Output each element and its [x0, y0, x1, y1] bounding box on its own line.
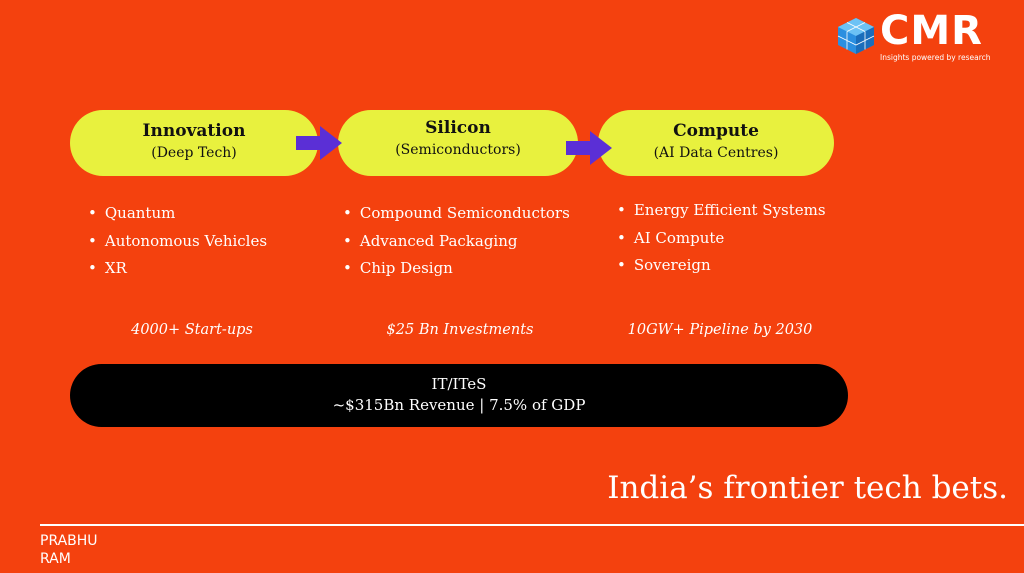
foundation-title: IT/ITeS	[431, 375, 487, 393]
author-line: RAM	[40, 551, 71, 567]
pillar-items: Quantum Autonomous Vehicles XR	[88, 200, 267, 283]
item: Quantum	[88, 200, 267, 228]
logo-icon	[837, 18, 875, 54]
item: Energy Efficient Systems	[617, 197, 826, 225]
pillar: Silicon (Semiconductors)	[338, 110, 578, 176]
item: Sovereign	[617, 252, 826, 280]
item: AI Compute	[617, 225, 826, 253]
pillar-subtitle: (AI Data Centres)	[653, 145, 779, 161]
pillar-items: Compound Semiconductors Advanced Packagi…	[343, 200, 570, 283]
item: Compound Semiconductors	[343, 200, 570, 228]
author: PRABHU RAM	[40, 532, 98, 568]
pillar-subtitle: (Deep Tech)	[151, 145, 237, 161]
arrow	[296, 126, 342, 160]
headline: India’s frontier tech bets.	[607, 470, 1008, 506]
logo-tagline: Insights powered by research	[880, 53, 991, 62]
divider	[40, 524, 1024, 526]
logo-name: CMR	[880, 8, 983, 54]
pillar-title: Innovation	[142, 121, 246, 141]
foundation-subtitle: ~$315Bn Revenue | 7.5% of GDP	[332, 396, 586, 414]
pillar-metric: 10GW+ Pipeline by 2030	[627, 322, 813, 338]
item: Advanced Packaging	[343, 228, 570, 256]
pillar-items: Energy Efficient Systems AI Compute Sove…	[617, 197, 826, 280]
author-line: PRABHU	[40, 533, 98, 549]
item: XR	[88, 255, 267, 283]
pillar: Innovation (Deep Tech)	[70, 110, 318, 176]
pillar: Compute (AI Data Centres)	[598, 110, 834, 176]
pillar-title: Compute	[673, 121, 759, 141]
pillar-metric: 4000+ Start-ups	[131, 322, 253, 338]
pillar-subtitle: (Semiconductors)	[395, 142, 521, 158]
item: Autonomous Vehicles	[88, 228, 267, 256]
foundation: IT/ITeS ~$315Bn Revenue | 7.5% of GDP	[70, 364, 848, 427]
item: Chip Design	[343, 255, 570, 283]
pillar-title: Silicon	[425, 118, 491, 138]
arrow	[566, 131, 612, 165]
pillar-metric: $25 Bn Investments	[386, 322, 534, 338]
